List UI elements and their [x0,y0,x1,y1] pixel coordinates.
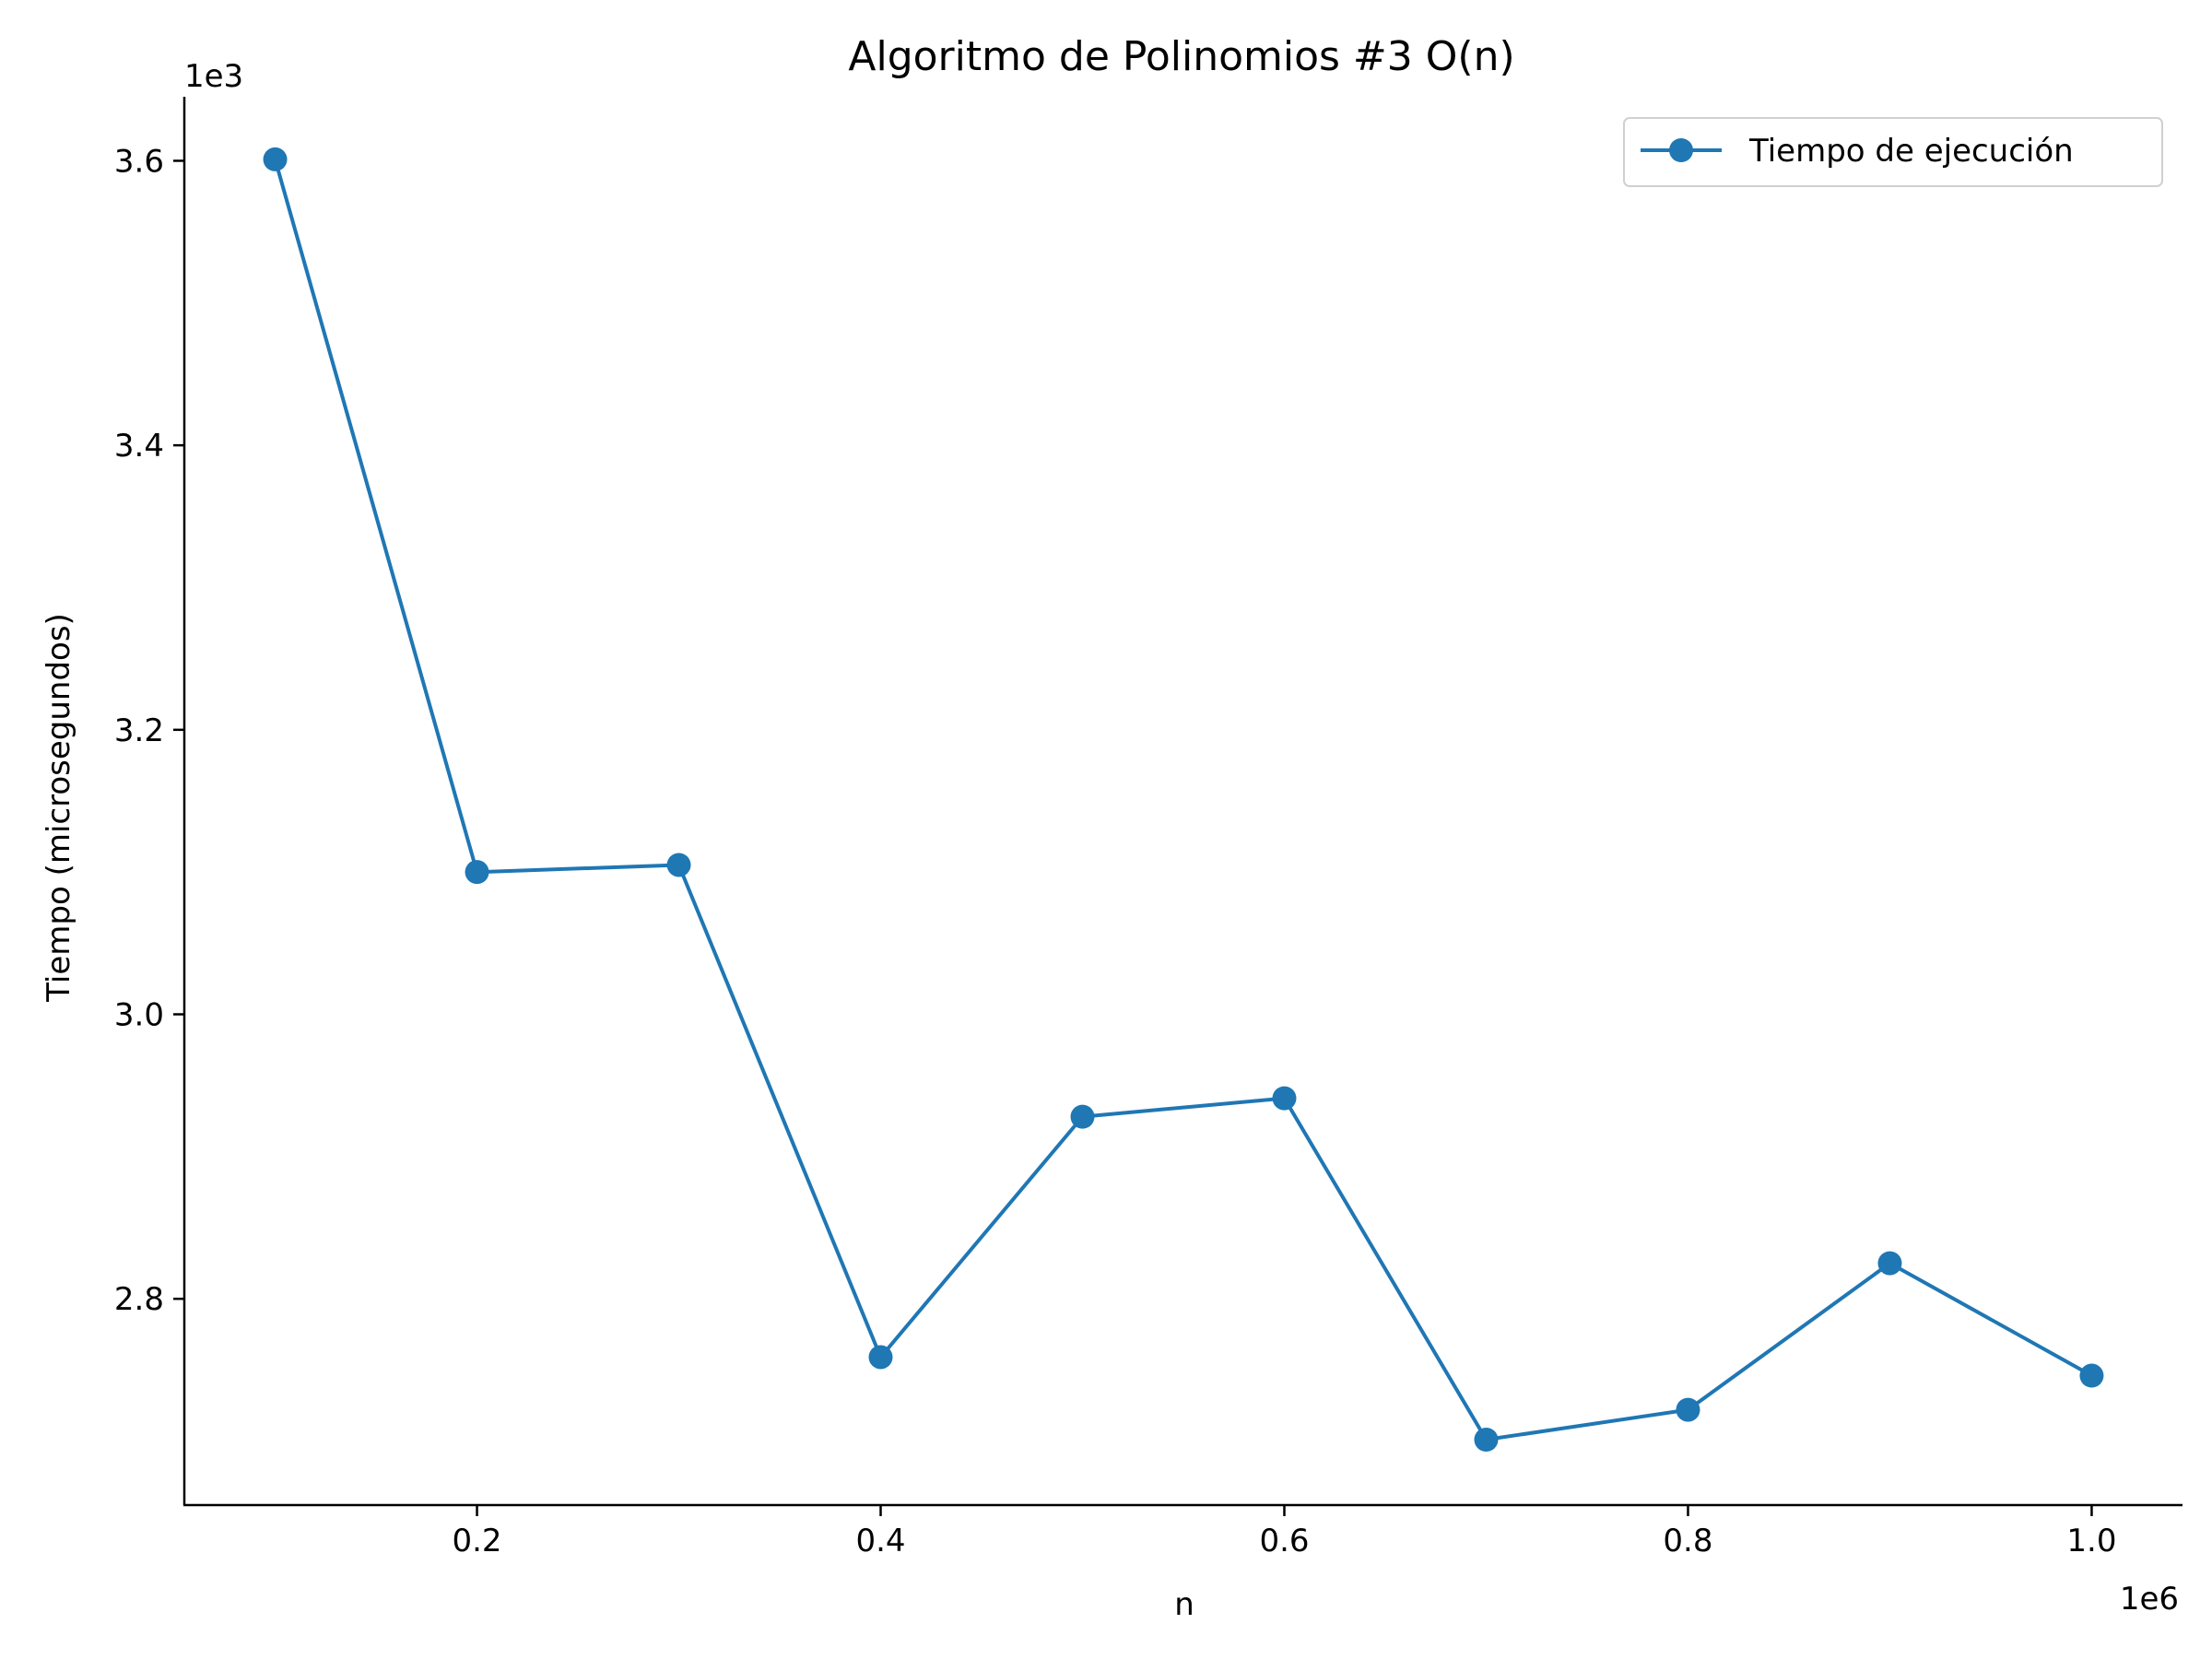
y-axis-label: Tiempo (microsegundos) [41,613,77,1003]
x-tick-label: 0.8 [1663,1523,1712,1559]
x-tick-label: 0.4 [855,1523,905,1559]
x-tick-label: 0.6 [1259,1523,1309,1559]
legend-label: Tiempo de ejecución [1748,133,2074,170]
data-point [666,853,691,877]
y-tick-label: 3.0 [114,997,164,1034]
data-point [263,147,288,171]
axis-ticks: 0.2 0.4 0.6 0.8 1.0 2.8 3.0 3.2 3.4 3.6 [114,143,2117,1559]
x-tick-label: 0.2 [452,1523,501,1559]
legend-frame [1623,117,2163,187]
data-point [868,1345,893,1370]
legend-marker-swatch [1669,138,1693,162]
data-point [2079,1363,2104,1388]
y-tick-label: 3.6 [114,143,164,180]
data-point [1676,1397,1700,1422]
data-point [1272,1086,1297,1111]
series-layer [263,147,2104,1453]
data-point [465,860,489,885]
data-point [1877,1251,1902,1276]
data-point [1474,1428,1499,1453]
series-line [273,159,2093,1441]
y-tick-label: 3.4 [114,428,164,465]
x-tick-label: 1.0 [2066,1523,2116,1559]
y-tick-label: 2.8 [114,1281,164,1318]
x-axis-label: n [1174,1586,1194,1623]
chart-title: Algoritmo de Polinomios #3 O(n) [848,33,1514,80]
x-offset-label: 1e6 [2120,1581,2179,1618]
legend: Tiempo de ejecución [1623,117,2163,187]
y-offset-label: 1e3 [184,58,243,95]
y-tick-label: 3.2 [114,712,164,749]
data-point [1070,1104,1095,1129]
